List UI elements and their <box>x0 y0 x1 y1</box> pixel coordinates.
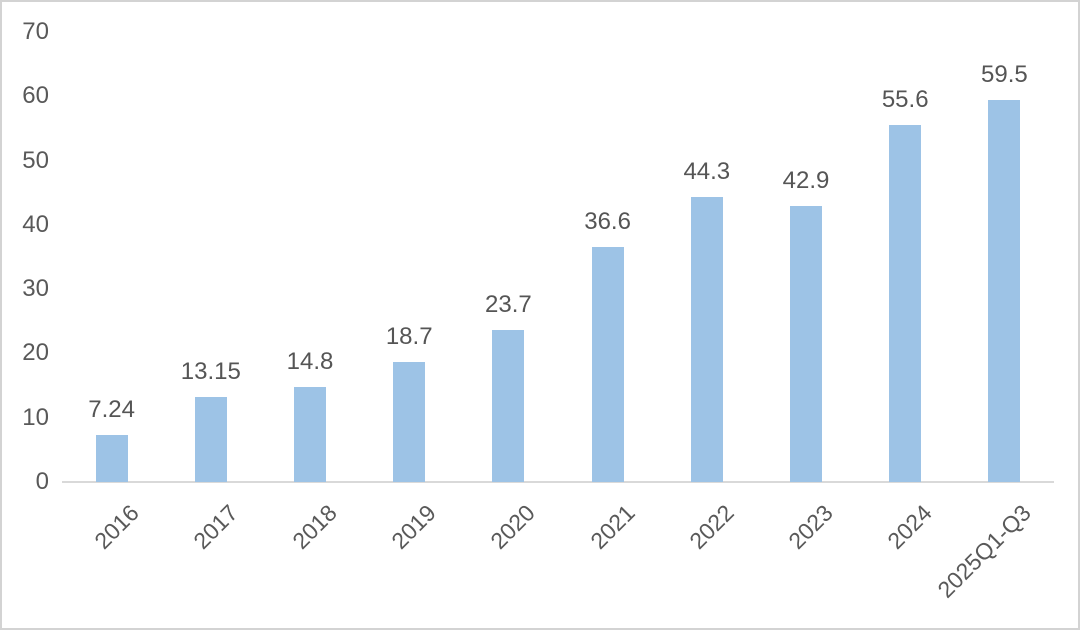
value-label-2018: 14.8 <box>286 347 334 375</box>
value-label-2021: 36.6 <box>584 207 631 235</box>
bar-2019 <box>393 361 426 482</box>
bar-2016 <box>95 435 128 482</box>
y-axis-tick-label: 20 <box>22 339 49 367</box>
value-label-2023: 42.9 <box>782 167 830 195</box>
y-axis-tick-label: 40 <box>22 210 49 238</box>
bar-2018 <box>294 386 326 482</box>
bar-2025Q1-Q3 <box>988 99 1021 482</box>
x-axis-line <box>62 481 1054 483</box>
bar-2022 <box>690 197 723 482</box>
bar-2021 <box>591 246 624 482</box>
bar-2017 <box>194 397 227 482</box>
bar-2023 <box>790 206 822 482</box>
bar-2024 <box>889 124 922 482</box>
value-label-2020: 23.7 <box>485 290 532 318</box>
value-label-2017: 13.15 <box>180 358 241 386</box>
y-axis-tick-label: 50 <box>22 146 49 174</box>
y-axis-tick-label: 0 <box>35 468 49 495</box>
y-axis-tick-label: 70 <box>22 18 49 45</box>
value-label-2025Q1-Q3: 59.5 <box>981 60 1028 88</box>
y-axis-tick-label: 60 <box>22 82 49 110</box>
value-label-2019: 18.7 <box>385 322 433 350</box>
value-label-2022: 44.3 <box>683 158 731 186</box>
value-label-2024: 55.6 <box>881 85 929 113</box>
y-axis-tick-label: 30 <box>22 275 49 303</box>
bar-2020 <box>492 329 525 482</box>
y-axis-tick-label: 10 <box>22 403 49 431</box>
value-label-2016: 7.24 <box>88 396 135 424</box>
